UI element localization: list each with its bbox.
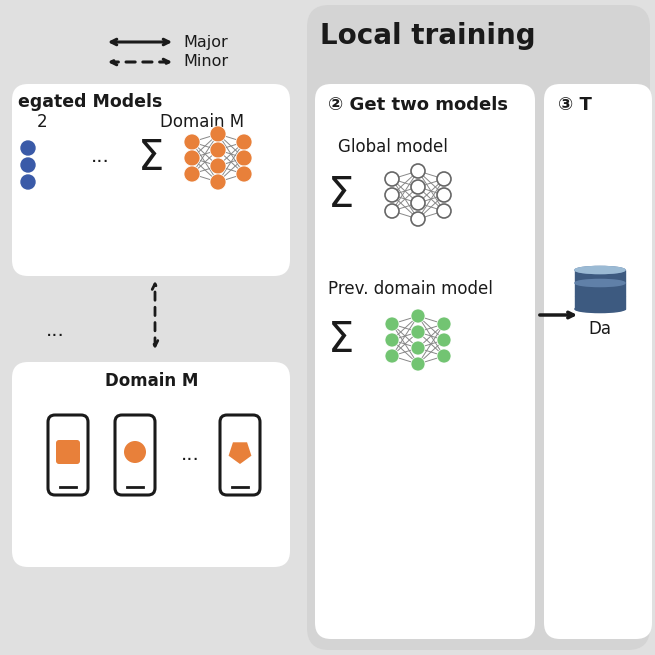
FancyBboxPatch shape — [544, 84, 652, 639]
Circle shape — [184, 150, 200, 166]
Circle shape — [411, 212, 425, 226]
Bar — [575, 283, 625, 296]
Circle shape — [385, 317, 399, 331]
Circle shape — [184, 134, 200, 150]
FancyBboxPatch shape — [5, 5, 297, 650]
Text: Major: Major — [183, 35, 228, 50]
Ellipse shape — [575, 267, 625, 274]
Text: egated Models: egated Models — [18, 93, 162, 111]
Text: ...: ... — [181, 445, 199, 464]
Text: $\Sigma$: $\Sigma$ — [328, 319, 353, 361]
Circle shape — [236, 166, 252, 182]
FancyBboxPatch shape — [307, 5, 650, 650]
FancyBboxPatch shape — [48, 415, 88, 495]
Ellipse shape — [575, 305, 625, 312]
Circle shape — [437, 188, 451, 202]
Circle shape — [411, 357, 425, 371]
Circle shape — [385, 333, 399, 347]
FancyBboxPatch shape — [115, 415, 155, 495]
Text: Global model: Global model — [338, 138, 448, 156]
Circle shape — [385, 349, 399, 363]
Circle shape — [437, 333, 451, 347]
Circle shape — [437, 172, 451, 186]
Text: ...: ... — [90, 147, 109, 166]
FancyBboxPatch shape — [12, 362, 290, 567]
Circle shape — [411, 325, 425, 339]
Text: Domain M: Domain M — [105, 372, 198, 390]
FancyBboxPatch shape — [12, 84, 290, 276]
Bar — [575, 296, 625, 309]
Text: 2: 2 — [37, 113, 47, 131]
Circle shape — [385, 188, 399, 202]
Text: Prev. domain model: Prev. domain model — [328, 280, 493, 298]
Circle shape — [21, 158, 35, 172]
Text: Local training: Local training — [320, 22, 536, 50]
Circle shape — [210, 158, 226, 174]
Circle shape — [411, 164, 425, 178]
Circle shape — [210, 142, 226, 158]
Text: ② Get two models: ② Get two models — [328, 96, 508, 114]
Circle shape — [210, 126, 226, 142]
Circle shape — [184, 166, 200, 182]
Text: Minor: Minor — [183, 54, 228, 69]
Text: ③ T: ③ T — [558, 96, 592, 114]
Ellipse shape — [575, 267, 625, 274]
Text: ...: ... — [46, 320, 64, 339]
Polygon shape — [229, 442, 252, 464]
Circle shape — [437, 204, 451, 218]
Circle shape — [411, 196, 425, 210]
Circle shape — [236, 134, 252, 150]
Circle shape — [21, 175, 35, 189]
Circle shape — [210, 174, 226, 190]
Text: $\Sigma$: $\Sigma$ — [137, 137, 163, 179]
Text: $\Sigma$: $\Sigma$ — [328, 174, 353, 216]
Bar — [575, 270, 625, 283]
Circle shape — [411, 341, 425, 355]
Circle shape — [437, 349, 451, 363]
FancyBboxPatch shape — [56, 440, 80, 464]
Text: Da: Da — [588, 320, 612, 338]
Ellipse shape — [575, 280, 625, 287]
Circle shape — [236, 150, 252, 166]
Circle shape — [385, 172, 399, 186]
FancyBboxPatch shape — [315, 84, 535, 639]
Circle shape — [437, 317, 451, 331]
Text: Domain M: Domain M — [160, 113, 244, 131]
Circle shape — [21, 141, 35, 155]
Circle shape — [411, 180, 425, 194]
Circle shape — [385, 204, 399, 218]
Circle shape — [124, 441, 146, 463]
FancyBboxPatch shape — [220, 415, 260, 495]
Circle shape — [411, 309, 425, 323]
